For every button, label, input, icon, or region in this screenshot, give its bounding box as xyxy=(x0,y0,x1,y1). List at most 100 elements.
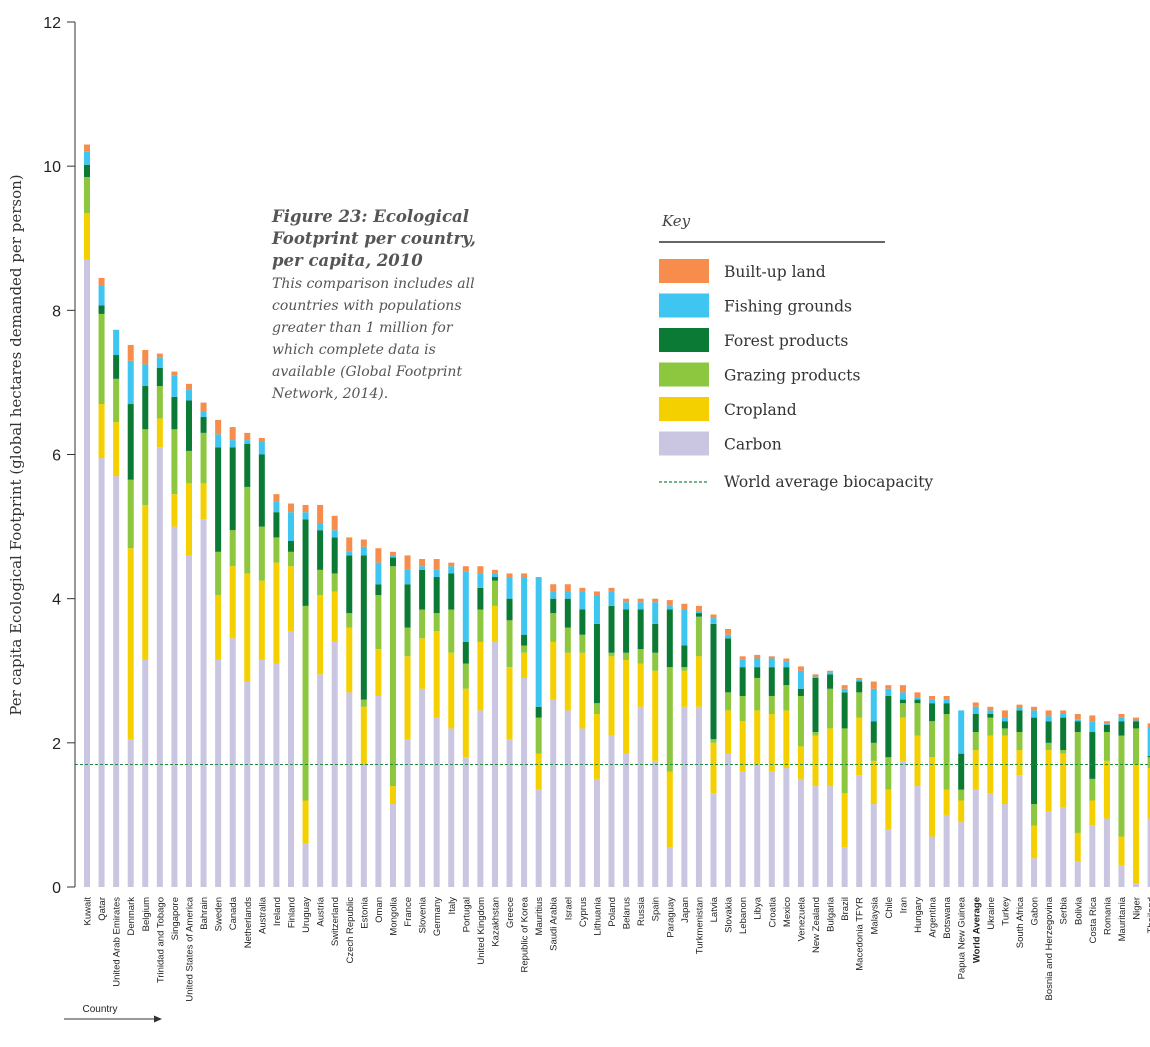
bar-segment-carbon xyxy=(856,775,863,887)
bar-segment-grazing-products xyxy=(958,789,965,801)
bar-segment-fishing-grounds xyxy=(1118,717,1125,722)
bar-segment-carbon xyxy=(1103,818,1110,887)
bar-segment-fishing-grounds xyxy=(768,658,775,668)
bar-segment-cropland xyxy=(506,667,513,740)
bar-segment-cropland xyxy=(812,735,819,787)
bar-segment-forest-products xyxy=(710,623,717,740)
bar-segment-carbon xyxy=(681,706,688,887)
bar-segment-fishing-grounds xyxy=(142,364,149,387)
bar-stack xyxy=(1060,710,1067,887)
bar-segment-fishing-grounds xyxy=(84,151,90,165)
bar-segment-carbon xyxy=(958,822,965,888)
bar-segment-cropland xyxy=(1031,825,1038,859)
bar-segment-carbon xyxy=(229,638,236,887)
x-tick-label: Portugal xyxy=(461,897,472,932)
bar-segment-forest-products xyxy=(666,609,673,668)
bar-segment-built-up-land xyxy=(652,598,659,603)
bar-segment-forest-products xyxy=(258,454,265,527)
bar-stack xyxy=(98,277,105,887)
legend-label: Built-up land xyxy=(724,263,826,281)
bar-stack xyxy=(593,591,600,888)
bar-segment-built-up-land xyxy=(229,427,236,441)
bar-segment-carbon xyxy=(360,764,367,887)
bar-segment-carbon xyxy=(564,710,571,887)
bar-segment-built-up-land xyxy=(681,603,688,610)
bar-stack xyxy=(550,584,557,887)
bar-stack xyxy=(739,656,746,887)
bar-segment-cropland xyxy=(914,735,921,787)
bar-segment-fishing-grounds xyxy=(302,512,309,520)
figure-title-line: Footprint per country, xyxy=(271,229,476,248)
bar-segment-carbon xyxy=(550,699,557,887)
bar-segment-cropland xyxy=(171,494,178,527)
bar-segment-cropland xyxy=(608,656,615,736)
figure-note-line: greater than 1 million for xyxy=(272,320,454,336)
bar-segment-fishing-grounds xyxy=(1031,710,1038,718)
bar-segment-cropland xyxy=(710,742,717,794)
bar-stack xyxy=(258,437,265,887)
bar-segment-grazing-products xyxy=(98,313,105,405)
bar-segment-built-up-land xyxy=(725,628,732,635)
bar-stack xyxy=(302,504,309,887)
bar-segment-fishing-grounds xyxy=(841,688,848,693)
bar-segment-fishing-grounds xyxy=(710,618,717,624)
bar-segment-built-up-land xyxy=(419,559,426,567)
bar-segment-grazing-products xyxy=(623,652,630,660)
bar-segment-grazing-products xyxy=(404,627,411,657)
figure-note-line: Network, 2014). xyxy=(271,386,388,402)
bar-segment-carbon xyxy=(943,814,950,887)
x-tick-label: Serbia xyxy=(1059,896,1070,924)
x-tick-label: Bulgaria xyxy=(826,896,837,932)
bar-segment-built-up-land xyxy=(142,349,149,365)
bar-segment-cropland xyxy=(929,757,936,837)
bar-segment-carbon xyxy=(491,641,498,887)
x-tick-label: Russia xyxy=(636,896,647,926)
x-tick-label: Bahrain xyxy=(199,897,210,930)
bar-segment-forest-products xyxy=(1147,755,1150,758)
bar-segment-fishing-grounds xyxy=(477,573,484,588)
bar-stack xyxy=(389,551,396,887)
x-tick-label: Paraguay xyxy=(665,897,676,938)
bar-segment-carbon xyxy=(1031,858,1038,887)
bar-segment-forest-products xyxy=(885,695,892,758)
bar-segment-grazing-products xyxy=(389,566,396,787)
bar-segment-built-up-land xyxy=(84,144,90,152)
bar-segment-built-up-land xyxy=(1031,706,1038,711)
bar-segment-cropland xyxy=(491,605,498,642)
bar-stack xyxy=(1031,706,1038,887)
x-tick-label: Singapore xyxy=(170,897,181,940)
x-tick-label: Latvia xyxy=(709,896,720,922)
bar-segment-cropland xyxy=(317,595,324,675)
bar-segment-forest-products xyxy=(156,368,163,387)
bar-segment-fishing-grounds xyxy=(652,602,659,624)
bar-stack xyxy=(84,144,90,888)
y-tick-label: 2 xyxy=(52,736,61,753)
bar-segment-grazing-products xyxy=(346,613,353,628)
bar-segment-fishing-grounds xyxy=(739,659,746,668)
bar-segment-fishing-grounds xyxy=(972,706,979,714)
x-tick-label: United Kingdom xyxy=(476,897,487,965)
bar-segment-forest-products xyxy=(360,555,367,700)
bar-segment-grazing-products xyxy=(84,176,90,214)
bar-segment-built-up-land xyxy=(768,656,775,659)
bar-segment-forest-products xyxy=(827,674,834,689)
bar-segment-forest-products xyxy=(623,609,630,653)
legend-title: Key xyxy=(661,212,691,230)
bar-segment-cropland xyxy=(360,706,367,765)
bar-segment-grazing-products xyxy=(841,728,848,794)
bar-segment-grazing-products xyxy=(914,703,921,736)
figure-note-line: which complete data is xyxy=(272,342,436,358)
legend-label: World average biocapacity xyxy=(724,473,933,491)
legend-swatch xyxy=(659,397,709,421)
bar-segment-cropland xyxy=(404,656,411,740)
x-tick-label: Slovakia xyxy=(724,896,735,933)
bar-segment-carbon xyxy=(812,786,819,887)
bar-segment-cropland xyxy=(695,656,702,707)
bar-segment-grazing-products xyxy=(229,530,236,567)
bar-segment-grazing-products xyxy=(1001,728,1008,736)
bar-segment-carbon xyxy=(535,789,542,887)
bar-segment-built-up-land xyxy=(302,504,309,513)
bar-segment-grazing-products xyxy=(521,645,528,653)
bar-segment-carbon xyxy=(462,757,469,887)
bar-segment-grazing-products xyxy=(142,429,149,505)
